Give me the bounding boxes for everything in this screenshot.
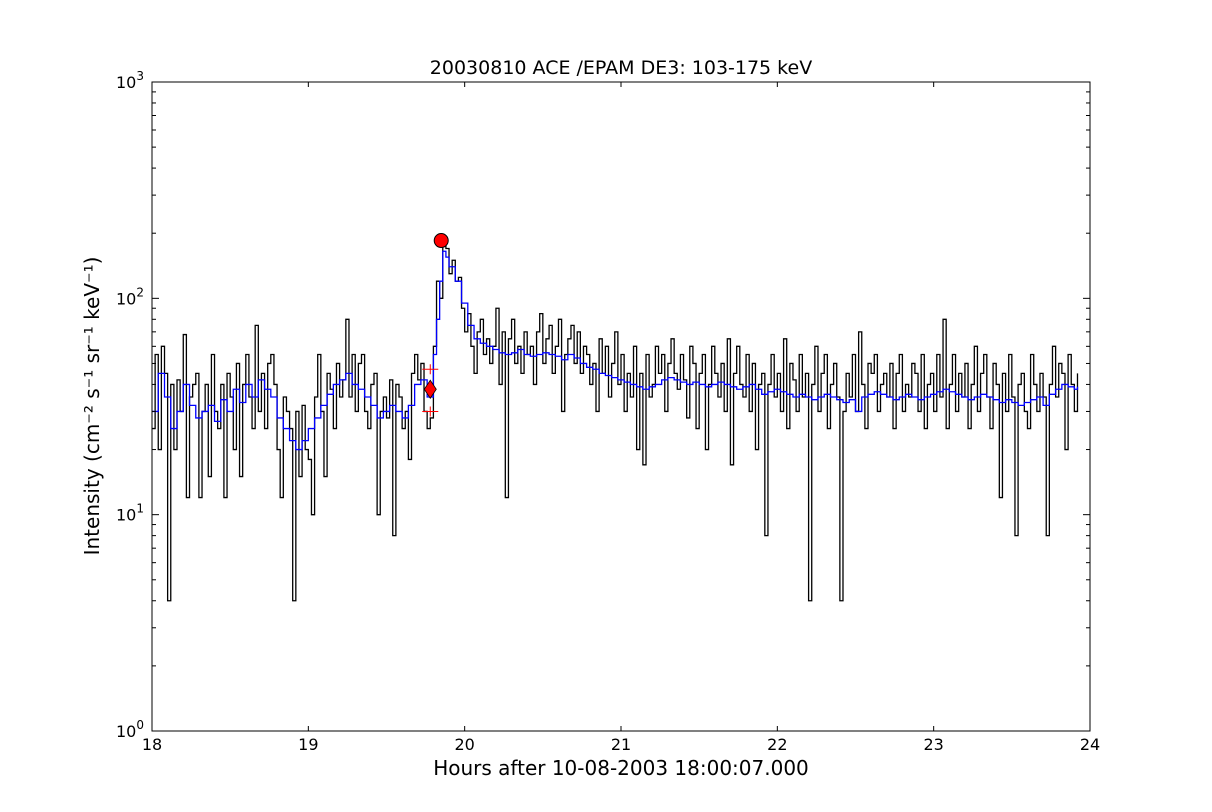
x-tick-label: 19 — [298, 735, 318, 754]
x-tick-label: 20 — [454, 735, 474, 754]
x-tick-label: 18 — [142, 735, 162, 754]
x-tick-label: 21 — [611, 735, 631, 754]
y-axis-label: Intensity (cm⁻² s⁻¹ sr⁻¹ keV⁻¹) — [80, 257, 104, 556]
y-tick-label: 103 — [116, 69, 144, 92]
marker-peak — [433, 233, 449, 249]
y-tick-label: 100 — [116, 718, 144, 741]
x-tick-label: 23 — [923, 735, 943, 754]
y-tick-label: 102 — [116, 285, 144, 308]
series-layer — [152, 242, 1079, 602]
marker-onset — [423, 379, 437, 399]
x-tick-label: 22 — [767, 735, 787, 754]
marker-plus-2 — [422, 364, 439, 375]
x-axis-label: Hours after 10-08-2003 18:00:07.000 — [433, 756, 809, 780]
chart-title: 20030810 ACE /EPAM DE3: 103-175 keV — [430, 57, 812, 79]
x-tick-label: 24 — [1080, 735, 1100, 754]
marker-layer — [422, 233, 449, 417]
x-axis: 18 19 20 21 22 23 24 — [142, 82, 1100, 754]
series-line-1 — [152, 250, 1079, 451]
y-tick-label: 101 — [116, 502, 144, 525]
series-line-0 — [152, 242, 1079, 602]
marker-plus-3 — [422, 406, 439, 417]
y-axis: 100 101 102 103 — [116, 69, 1090, 741]
